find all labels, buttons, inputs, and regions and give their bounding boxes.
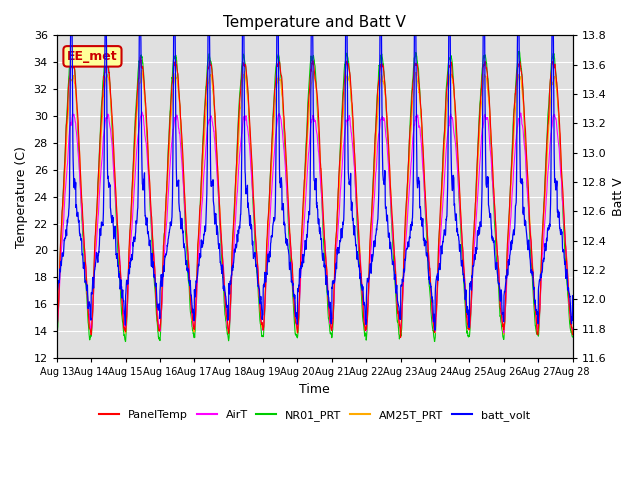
X-axis label: Time: Time bbox=[300, 383, 330, 396]
Text: EE_met: EE_met bbox=[67, 50, 118, 63]
Legend: PanelTemp, AirT, NR01_PRT, AM25T_PRT, batt_volt: PanelTemp, AirT, NR01_PRT, AM25T_PRT, ba… bbox=[95, 406, 535, 425]
Title: Temperature and Batt V: Temperature and Batt V bbox=[223, 15, 406, 30]
Y-axis label: Temperature (C): Temperature (C) bbox=[15, 146, 28, 248]
Y-axis label: Batt V: Batt V bbox=[612, 177, 625, 216]
